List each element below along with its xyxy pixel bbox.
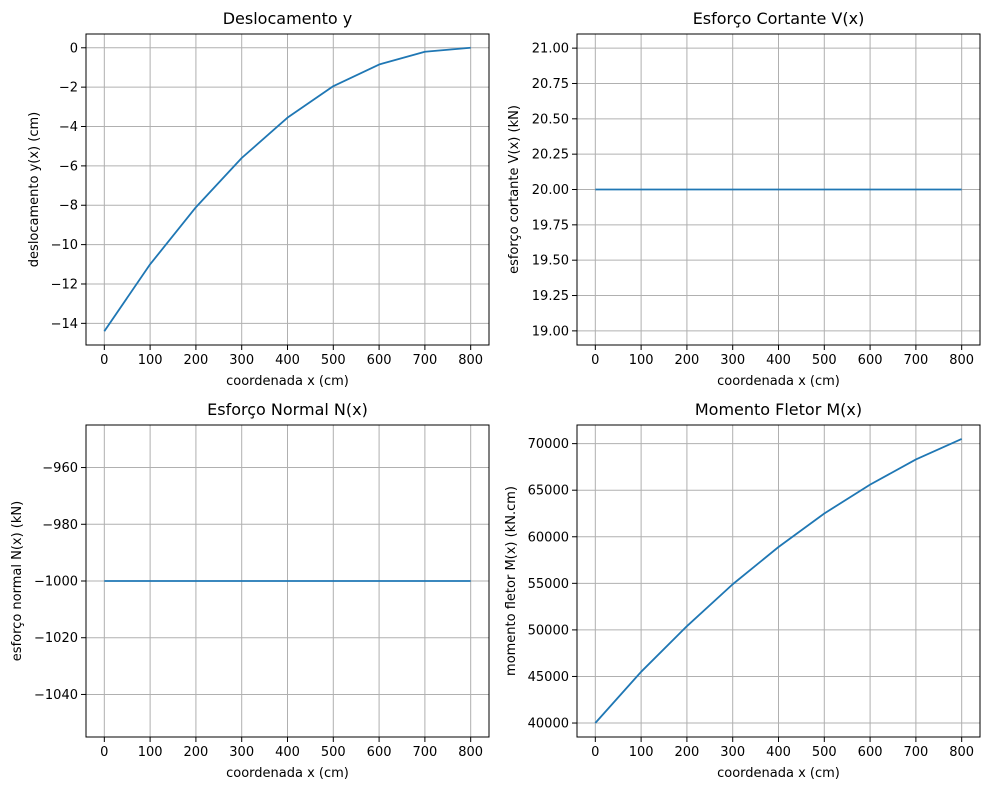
axis-ticks: 0 100 200 300 400 500 600 700 800 −1040 −1020 −1000…	[34, 461, 483, 760]
y-axis-label: momento fletor M(x) (kN.cm)	[504, 486, 519, 676]
axes-frame	[85, 33, 490, 346]
y-tick-label: 20.00	[532, 183, 569, 198]
x-tick-label: 100	[138, 745, 163, 760]
y-tick-label: 19.00	[532, 324, 569, 339]
x-tick-label: 200	[674, 745, 699, 760]
grid-lines	[577, 425, 980, 737]
x-tick-label: 200	[674, 353, 699, 368]
y-tick-label: 65000	[528, 484, 569, 499]
y-tick-label: 19.75	[532, 218, 569, 233]
y-tick-label: 70000	[528, 437, 569, 452]
grid-lines	[577, 34, 980, 345]
y-tick-label: −4	[59, 120, 78, 135]
x-tick-label: 200	[183, 353, 208, 368]
panel-deslocamento: Deslocamento y 0 100 200 300 400 500 600 700 800…	[27, 9, 490, 389]
y-tick-label: −14	[51, 317, 78, 332]
y-tick-label: −6	[59, 159, 78, 174]
panel-cortante: Esforço Cortante V(x) 0 100 200 300 400 500 60…	[507, 9, 981, 389]
y-tick-label: 40000	[528, 717, 569, 732]
x-tick-label: 100	[629, 353, 654, 368]
y-tick-label: 60000	[528, 530, 569, 545]
x-tick-label: 400	[275, 353, 300, 368]
x-tick-label: 100	[138, 353, 163, 368]
x-axis-label: coordenada x (cm)	[717, 374, 840, 389]
x-axis-label: coordenada x (cm)	[226, 766, 349, 781]
y-tick-label: −1020	[34, 631, 78, 646]
y-tick-label: −1000	[34, 575, 78, 590]
series-layer	[103, 46, 471, 332]
axis-ticks: 0 100 200 300 400 500 600 700 800 40000 45000 50000…	[528, 437, 974, 760]
y-tick-label: 0	[70, 41, 78, 56]
y-tick-label: 20.25	[532, 148, 569, 163]
x-tick-label: 600	[367, 353, 392, 368]
x-tick-label: 0	[100, 745, 108, 760]
x-axis-label: coordenada x (cm)	[717, 766, 840, 781]
series-line	[103, 46, 471, 332]
x-tick-label: 200	[183, 745, 208, 760]
y-tick-label: −12	[51, 277, 78, 292]
y-tick-label: 19.25	[532, 289, 569, 304]
y-tick-label: −980	[42, 518, 78, 533]
y-axis-label: deslocamento y(x) (cm)	[27, 112, 42, 267]
x-tick-label: 800	[458, 353, 483, 368]
x-tick-label: 800	[949, 353, 974, 368]
x-tick-label: 500	[321, 353, 346, 368]
x-tick-label: 400	[766, 353, 791, 368]
axis-ticks: 0 100 200 300 400 500 600 700 800 19.00 19.25 19.50…	[532, 42, 974, 368]
x-tick-label: 500	[812, 745, 837, 760]
x-tick-label: 0	[100, 353, 108, 368]
axes-frame	[576, 33, 981, 346]
x-tick-label: 600	[858, 745, 883, 760]
axis-ticks: 0 100 200 300 400 500 600 700 800 −14 −12 −10 −8 −6 −4…	[51, 41, 484, 368]
y-tick-label: 20.50	[532, 112, 569, 127]
axes-frame	[576, 424, 981, 738]
y-tick-label: 45000	[528, 670, 569, 685]
x-tick-label: 600	[858, 353, 883, 368]
axes-frame	[85, 424, 490, 738]
series-layer	[594, 438, 963, 724]
y-tick-label: 50000	[528, 623, 569, 638]
panel-title: Esforço Cortante V(x)	[693, 9, 865, 28]
series-line	[594, 438, 963, 724]
x-tick-label: 800	[949, 745, 974, 760]
grid-lines	[86, 34, 489, 345]
x-tick-label: 300	[720, 745, 745, 760]
panel-title: Momento Fletor M(x)	[695, 400, 862, 419]
panel-title: Deslocamento y	[223, 9, 353, 28]
x-axis-label: coordenada x (cm)	[226, 374, 349, 389]
x-tick-label: 0	[591, 353, 599, 368]
x-tick-label: 500	[321, 745, 346, 760]
y-tick-label: −8	[59, 199, 78, 214]
y-tick-label: 55000	[528, 577, 569, 592]
x-tick-label: 100	[629, 745, 654, 760]
y-tick-label: −1040	[34, 688, 78, 703]
x-tick-label: 400	[766, 745, 791, 760]
x-tick-label: 800	[458, 745, 483, 760]
panel-normal: Esforço Normal N(x) 0 100 200 300 400 500 600 7…	[10, 400, 490, 781]
x-tick-label: 700	[412, 353, 437, 368]
y-tick-label: −2	[59, 81, 78, 96]
x-tick-label: 700	[903, 353, 928, 368]
y-tick-label: 21.00	[532, 42, 569, 57]
x-tick-label: 300	[229, 353, 254, 368]
panel-title: Esforço Normal N(x)	[207, 400, 368, 419]
x-tick-label: 300	[229, 745, 254, 760]
x-tick-label: 400	[275, 745, 300, 760]
x-tick-label: 500	[812, 353, 837, 368]
x-tick-label: 300	[720, 353, 745, 368]
y-tick-label: 19.50	[532, 254, 569, 269]
x-tick-label: 0	[591, 745, 599, 760]
y-tick-label: −10	[51, 238, 78, 253]
x-tick-label: 600	[367, 745, 392, 760]
x-tick-label: 700	[412, 745, 437, 760]
y-tick-label: −960	[42, 461, 78, 476]
y-axis-label: esforço normal N(x) (kN)	[10, 501, 25, 661]
panel-momento: Momento Fletor M(x) 0 100 200 300 400 500 600 7…	[504, 400, 981, 781]
x-tick-label: 700	[903, 745, 928, 760]
y-axis-label: esforço cortante V(x) (kN)	[507, 105, 522, 274]
y-tick-label: 20.75	[532, 77, 569, 92]
